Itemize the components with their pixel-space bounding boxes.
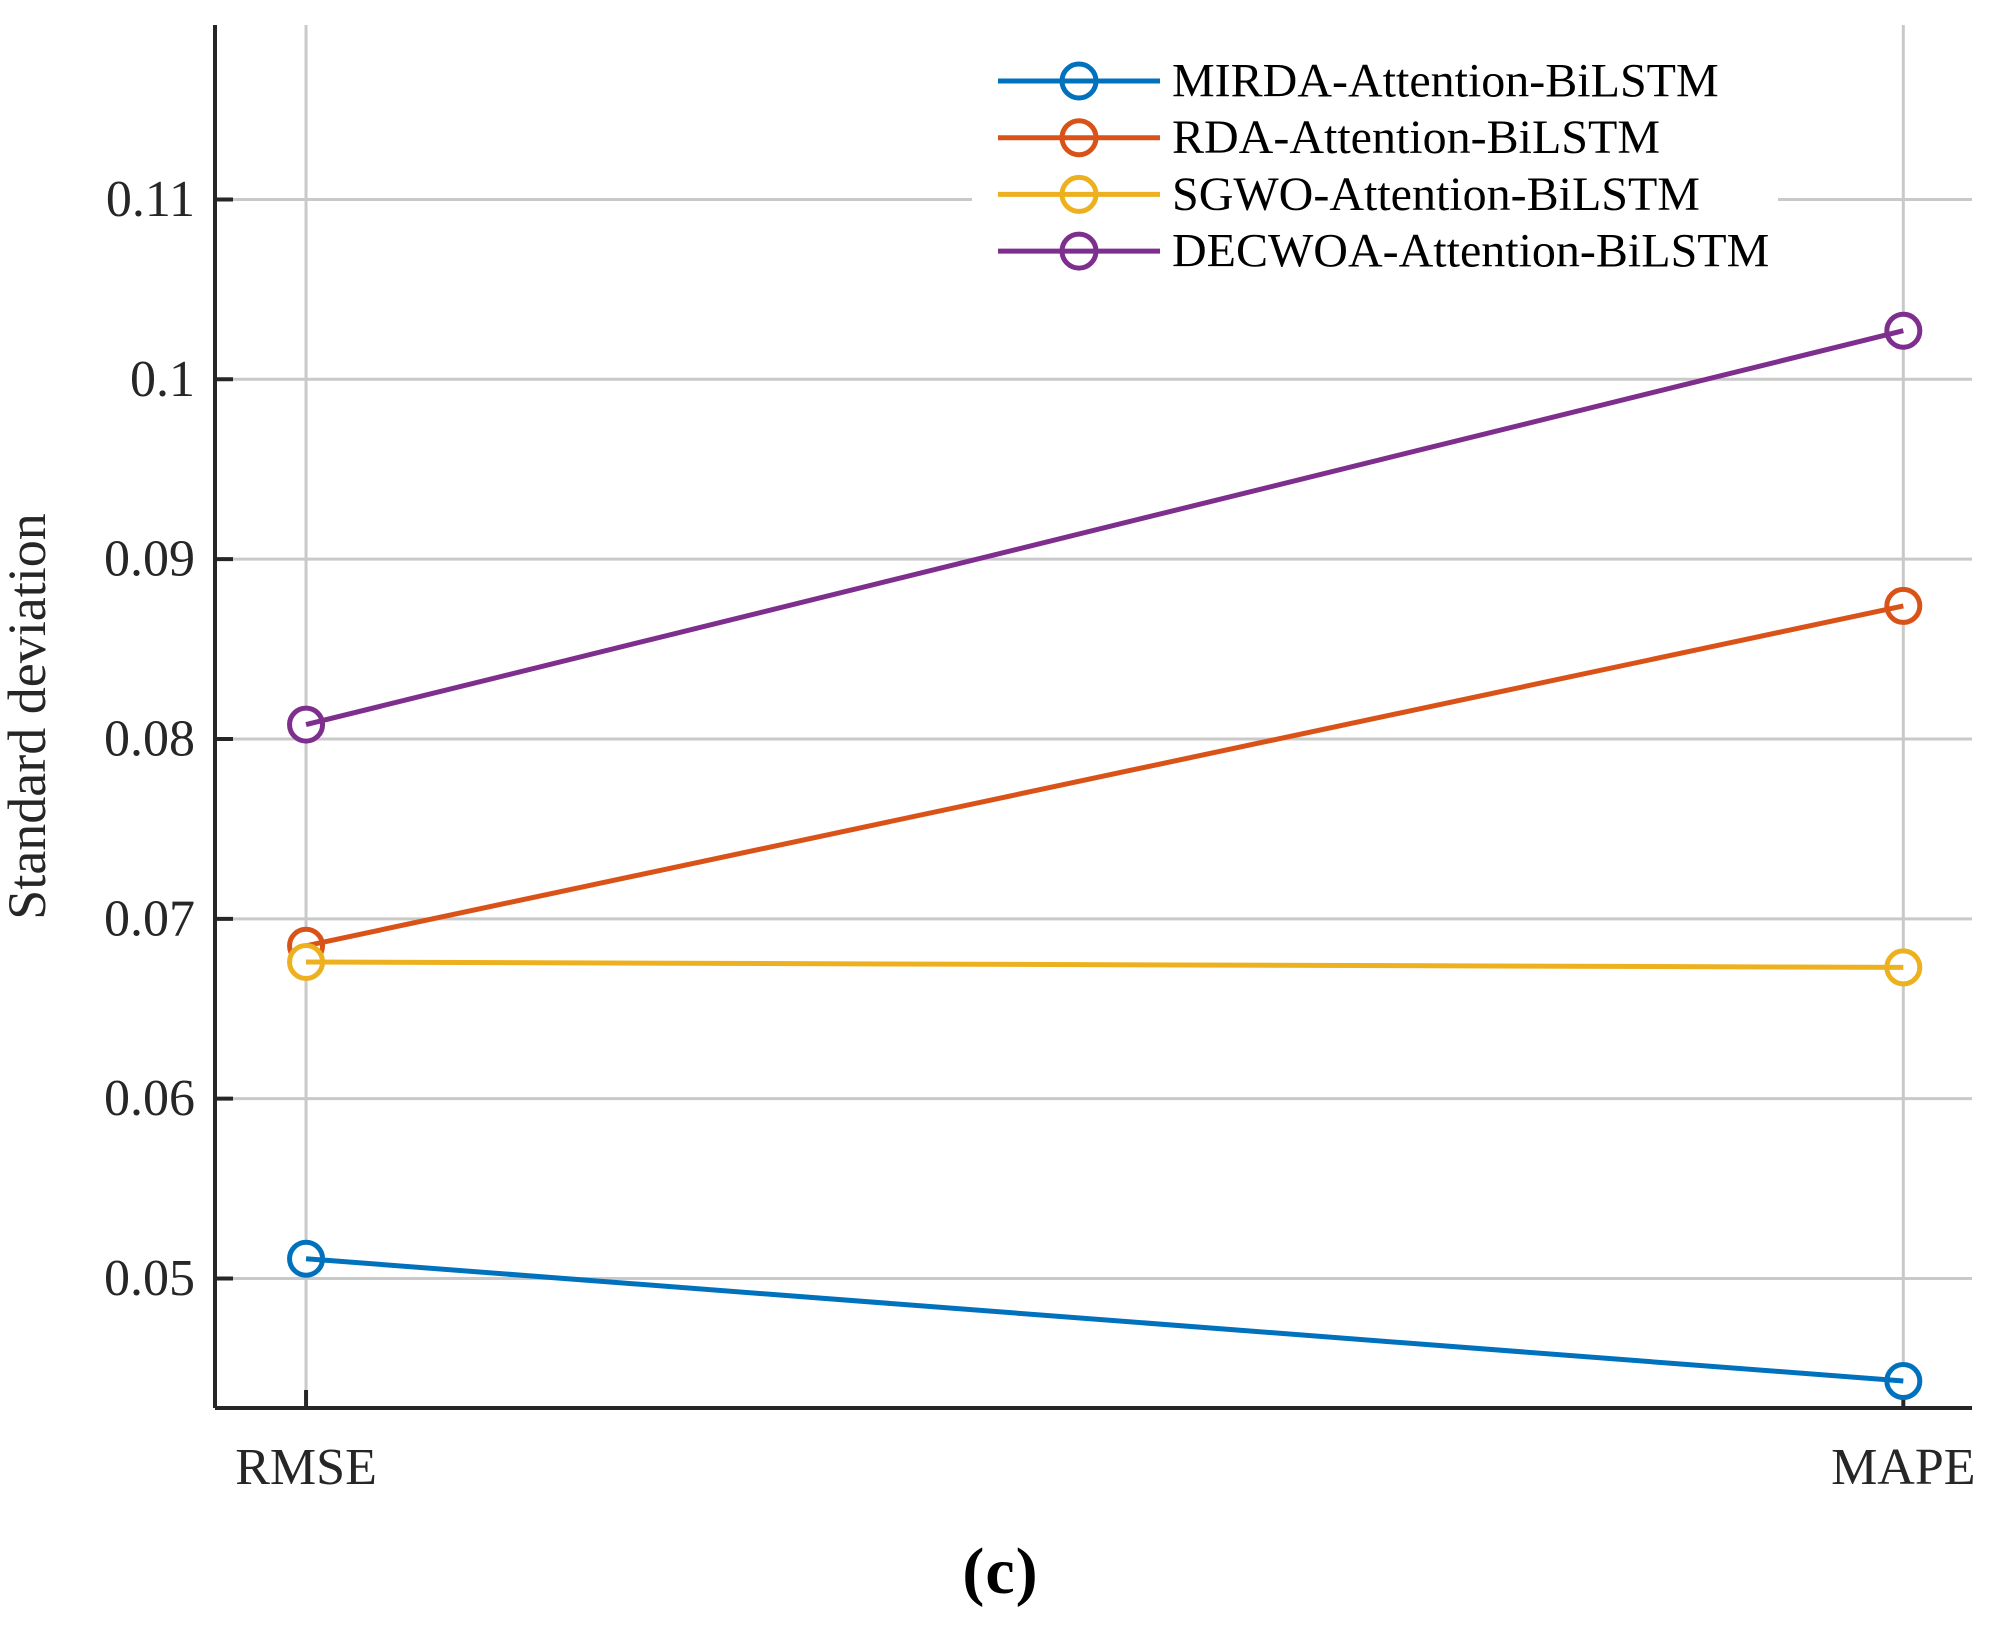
legend-item-label: SGWO-Attention-BiLSTM (1172, 168, 1700, 221)
figure-caption: (c) (962, 1535, 1039, 1608)
y-tick-label: 0.08 (104, 710, 195, 767)
series-RDA-Attention-BiLSTM (287, 586, 1923, 965)
legend-marker-icon (1059, 174, 1099, 214)
legend-item-MIRDA-Attention-BiLSTM: MIRDA-Attention-BiLSTM (998, 55, 1719, 108)
y-tick-label: 0.06 (104, 1070, 195, 1127)
legend-item-RDA-Attention-BiLSTM: RDA-Attention-BiLSTM (998, 111, 1660, 164)
legend-marker-icon (1059, 118, 1099, 158)
y-tick-label: 0.11 (106, 171, 195, 228)
y-tick-label: 0.09 (104, 531, 195, 588)
series-MIRDA-Attention-BiLSTM (287, 1239, 1923, 1401)
y-axis-title: Standard deviation (0, 513, 57, 919)
legend-item-label: RDA-Attention-BiLSTM (1172, 111, 1660, 164)
legend-item-DECWOA-Attention-BiLSTM: DECWOA-Attention-BiLSTM (998, 225, 1769, 278)
legend-item-label: MIRDA-Attention-BiLSTM (1172, 55, 1719, 108)
data-point-marker (1884, 1362, 1923, 1401)
data-point-marker (287, 942, 326, 981)
series-line (305, 328, 1904, 728)
data-point-marker (1884, 586, 1923, 625)
legend-item-SGWO-Attention-BiLSTM: SGWO-Attention-BiLSTM (998, 168, 1700, 221)
data-point-marker (1884, 948, 1923, 987)
legend-marker-icon (1059, 61, 1099, 101)
legend-background (972, 36, 1778, 288)
series-line (305, 1256, 1904, 1384)
y-tick-label: 0.07 (104, 890, 195, 947)
series-DECWOA-Attention-BiLSTM (287, 311, 1923, 744)
data-point-marker (287, 1239, 326, 1278)
x-tick-label: RMSE (235, 1439, 377, 1496)
legend-marker-icon (1059, 231, 1099, 271)
series-line (305, 603, 1904, 949)
data-point-marker (1884, 311, 1923, 350)
y-tick-label: 0.1 (130, 351, 195, 408)
legend-item-label: DECWOA-Attention-BiLSTM (1172, 225, 1769, 278)
series-line (306, 959, 1904, 970)
x-tick-label: MAPE (1831, 1439, 1975, 1496)
data-point-marker (287, 705, 326, 744)
series-SGWO-Attention-BiLSTM (287, 942, 1923, 987)
y-tick-label: 0.05 (104, 1250, 195, 1307)
